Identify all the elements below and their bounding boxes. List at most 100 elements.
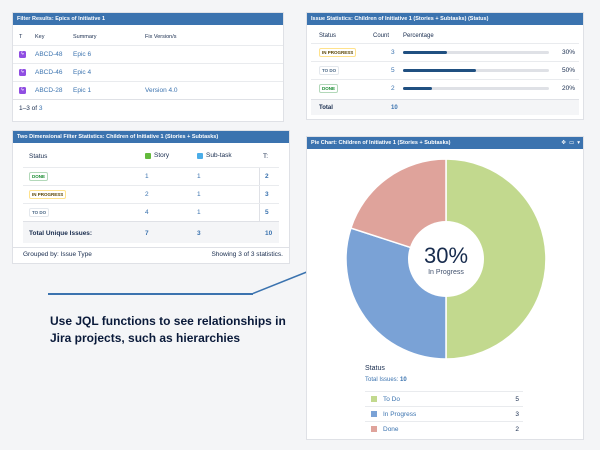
legend-item-in-progress[interactable]: In Progress 3 [365, 406, 523, 421]
pie-slice-todo[interactable] [445, 158, 547, 360]
percentage-value: 50% [561, 67, 575, 74]
minimize-icon[interactable]: ▭ [569, 140, 575, 146]
subtask-count-link[interactable]: 1 [197, 173, 201, 180]
pager-range: 1–3 [19, 105, 30, 112]
gadget-title: Pie Chart: Children of Initiative 1 (Sto… [311, 140, 451, 146]
total-story-link[interactable]: 7 [145, 230, 149, 237]
pie-chart-header[interactable]: Pie Chart: Children of Initiative 1 (Sto… [307, 137, 583, 149]
count-link[interactable]: 5 [391, 67, 395, 74]
issue-key-link[interactable]: ABCD-48 [35, 51, 63, 58]
legend-swatch [371, 396, 377, 402]
count-link[interactable]: 2 [391, 85, 395, 92]
pie-chart: 30%In Progress [345, 158, 547, 360]
table-row[interactable]: ϟ ABCD-48 Epic 6 [13, 45, 283, 63]
row-total-link[interactable]: 2 [265, 173, 269, 180]
percentage-bar [403, 87, 549, 90]
legend-item-done[interactable]: Done 2 [365, 421, 523, 436]
two-dimensional-stats-header[interactable]: Two Dimensional Filter Statistics: Child… [13, 131, 289, 143]
issue-key-link[interactable]: ABCD-46 [35, 69, 63, 76]
table-row: DONE 1 1 2 [23, 167, 279, 185]
row-total-link[interactable]: 3 [265, 191, 269, 198]
legend-label: Done [383, 425, 399, 433]
column-header-fix-version[interactable]: Fix Version/s [145, 34, 177, 40]
pager: 1–3 of 3 [19, 105, 43, 112]
callout-caption: Use JQL functions to see relationships i… [50, 313, 286, 347]
legend-item-todo[interactable]: To Do 5 [365, 391, 523, 406]
total-subtask-link[interactable]: 3 [197, 230, 201, 237]
legend-count: 5 [515, 395, 519, 403]
issue-key-link[interactable]: ABCD-28 [35, 87, 63, 94]
gadget-title: Two Dimensional Filter Statistics: Child… [17, 134, 219, 140]
total-issues-value[interactable]: 10 [400, 377, 407, 383]
total-count-link[interactable]: 10 [391, 105, 398, 111]
percentage-bar [403, 69, 549, 72]
two-dimensional-stats-gadget: Two Dimensional Filter Statistics: Child… [12, 130, 290, 264]
subtask-count-link[interactable]: 1 [197, 209, 201, 216]
table-header: Status Story Sub-task T: [13, 149, 289, 165]
pie-chart-gadget: Pie Chart: Children of Initiative 1 (Sto… [306, 136, 584, 440]
total-row: Total 10 [311, 99, 579, 115]
showing-text: Showing 3 of 3 statistics. [211, 251, 283, 258]
fix-version-link[interactable]: Version 4.0 [145, 87, 178, 94]
epic-type-icon: ϟ [19, 64, 26, 81]
legend-swatch [371, 411, 377, 417]
count-link[interactable]: 3 [391, 49, 395, 56]
pie-legend: To Do 5 In Progress 3 Done 2 [365, 391, 523, 436]
legend-swatch [371, 426, 377, 432]
column-header-type[interactable]: T [19, 34, 23, 40]
subtask-icon [197, 152, 203, 159]
total-unique-label: Total Unique Issues: [29, 230, 93, 237]
column-header-key[interactable]: Key [35, 34, 45, 40]
row-total-link[interactable]: 5 [265, 209, 269, 216]
issue-summary-link[interactable]: Epic 6 [73, 51, 92, 58]
caption-line-2: Jira projects, such as hierarchies [50, 331, 241, 345]
table-row: IN PROGRESS 2 1 3 [23, 185, 279, 203]
statistics-row: TO DO 5 50% [311, 61, 579, 79]
column-header-count: Count [373, 33, 390, 39]
table-row[interactable]: ϟ ABCD-28 Epic 1 Version 4.0 [13, 81, 283, 99]
column-header-status: Status [29, 153, 48, 160]
legend-label: In Progress [383, 410, 417, 418]
column-header-total: T: [263, 153, 269, 160]
issue-statistics-header[interactable]: Issue Statistics: Children of Initiative… [307, 13, 583, 25]
status-lozenge: IN PROGRESS [29, 190, 67, 199]
status-lozenge: IN PROGRESS [319, 48, 357, 57]
status-lozenge: TO DO [29, 208, 50, 217]
filter-results-header[interactable]: Filter Results: Epics of Initiative 1 [13, 13, 283, 25]
callout-line [48, 293, 253, 295]
donut-center-value: 30% [424, 243, 468, 268]
story-count-link[interactable]: 4 [145, 209, 149, 216]
story-icon [145, 152, 151, 159]
issue-summary-link[interactable]: Epic 4 [73, 69, 92, 76]
column-header-subtask: Sub-task [197, 152, 232, 159]
statistics-row: DONE 2 20% [311, 79, 579, 97]
legend-label: To Do [383, 395, 400, 403]
menu-icon[interactable]: ▾ [577, 140, 580, 146]
column-header-summary[interactable]: Summary [73, 34, 97, 40]
column-header-status: Status [319, 33, 337, 39]
pager-of: of [29, 105, 39, 112]
caption-line-1: Use JQL functions to see relationships i… [50, 314, 286, 328]
legend-count: 2 [515, 425, 519, 433]
story-count-link[interactable]: 2 [145, 191, 149, 198]
pager-total-link[interactable]: 3 [38, 105, 43, 112]
status-lozenge: TO DO [319, 66, 340, 75]
table-row: TO DO 4 1 5 [23, 203, 279, 221]
total-all-link[interactable]: 10 [265, 230, 273, 237]
legend-title: Status [365, 365, 385, 372]
statistics-row: IN PROGRESS 3 30% [311, 43, 579, 61]
filter-results-gadget: Filter Results: Epics of Initiative 1 T … [12, 12, 284, 122]
issue-summary-link[interactable]: Epic 1 [73, 87, 92, 94]
epic-type-icon: ϟ [19, 82, 26, 99]
move-icon[interactable]: ✥ [561, 140, 567, 146]
legend-count: 3 [515, 410, 519, 418]
story-count-link[interactable]: 1 [145, 173, 149, 180]
subtask-count-link[interactable]: 1 [197, 191, 201, 198]
table-row[interactable]: ϟ ABCD-46 Epic 4 [13, 63, 283, 81]
total-row: Total Unique Issues: 7 3 10 [23, 221, 279, 243]
status-lozenge: DONE [319, 84, 339, 93]
legend-total: Total Issues: 10 [365, 377, 407, 383]
donut-hole [408, 221, 484, 297]
percentage-bar [403, 51, 549, 54]
donut-center-label: In Progress [428, 269, 464, 276]
